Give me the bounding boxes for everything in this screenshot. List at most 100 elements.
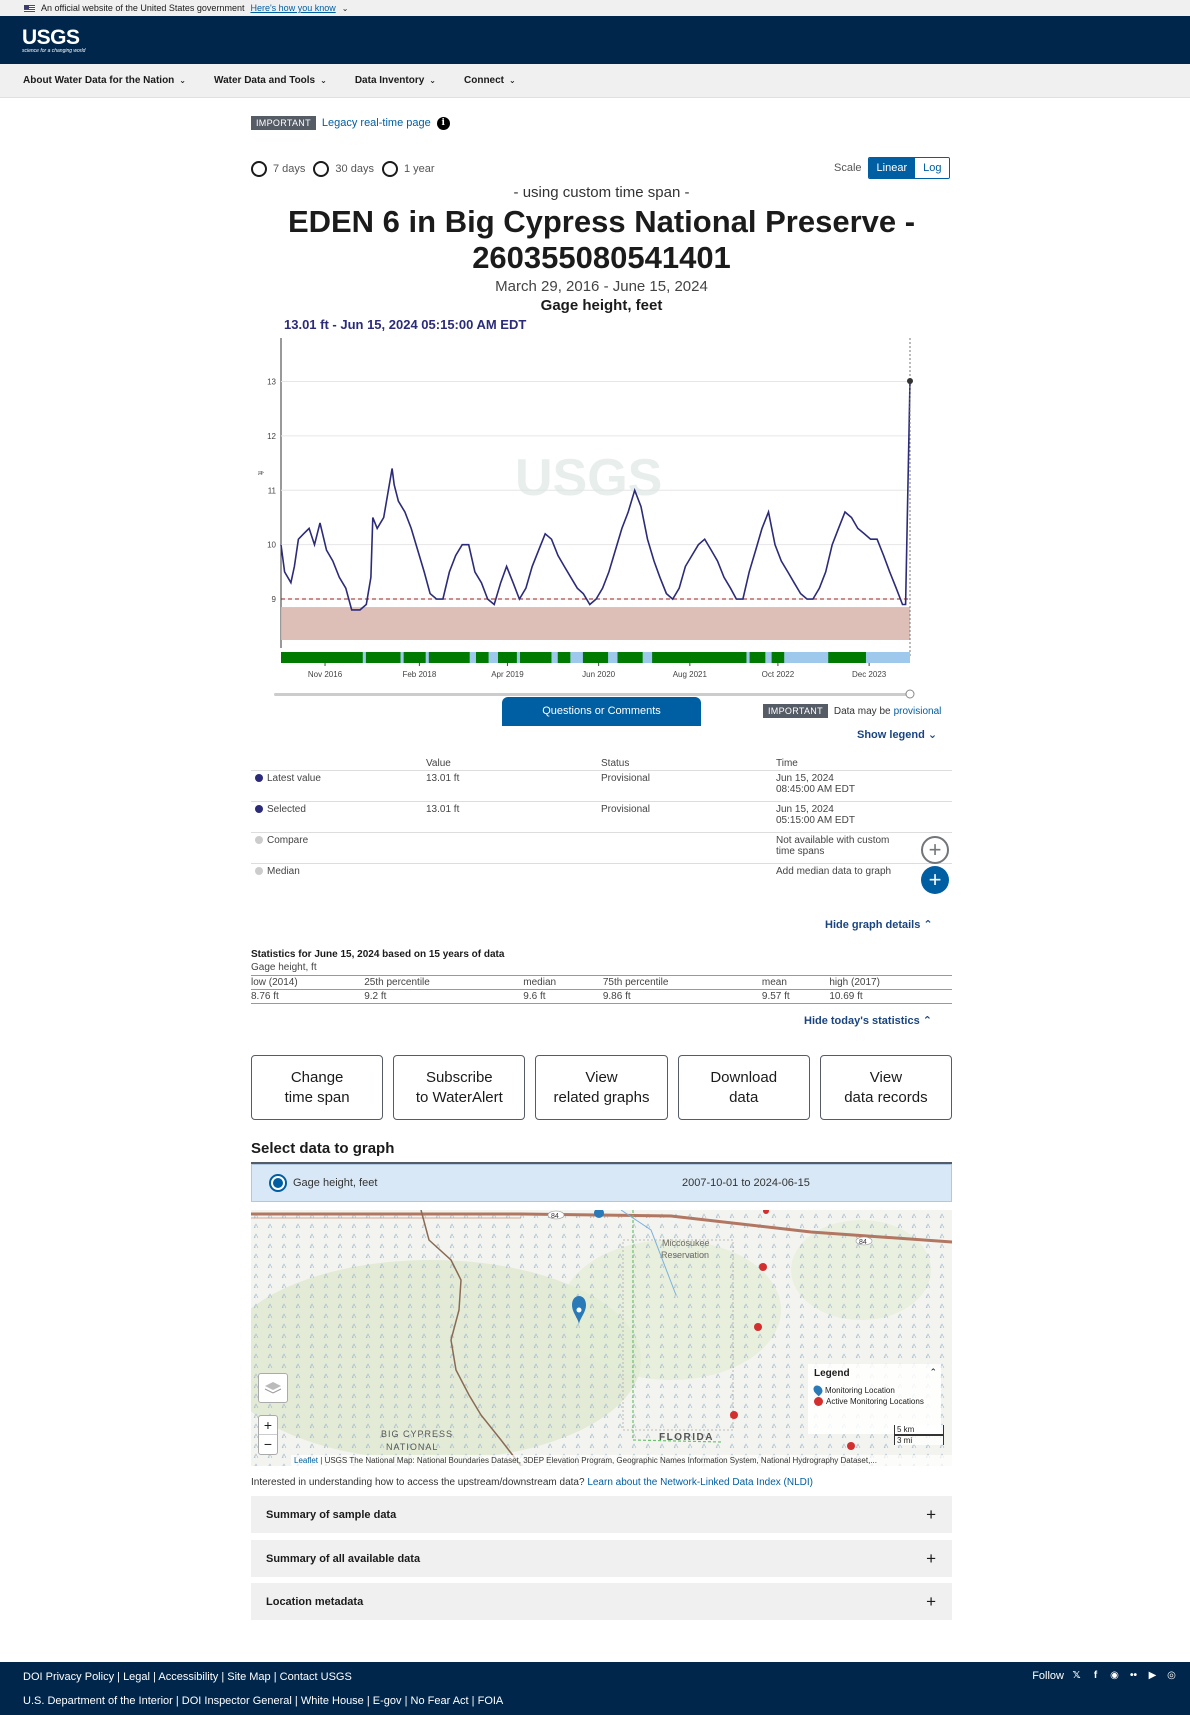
pin-icon [811, 1383, 825, 1397]
footer-link[interactable]: Accessibility [158, 1671, 219, 1683]
add-median-icon[interactable]: + [921, 866, 949, 894]
radio-circle[interactable] [313, 161, 330, 177]
view-data-records-button[interactable]: View data records [819, 1055, 953, 1120]
map-legend: Legend ⌃ Monitoring Location Active Moni… [808, 1364, 941, 1434]
footer-link[interactable]: DOI Inspector General [181, 1695, 292, 1707]
radio-circle[interactable] [251, 161, 267, 177]
show-legend-toggle[interactable]: Show legend ⌄ [857, 728, 937, 741]
approved-segment [403, 652, 426, 663]
legend-item: Monitoring Location [811, 1383, 935, 1397]
col-header-value: Value [426, 758, 451, 769]
layers-icon[interactable] [258, 1373, 288, 1403]
chevron-down-icon: ⌄ [179, 76, 186, 85]
accordion-sample-data[interactable]: Summary of sample data + [251, 1496, 952, 1533]
heres-how-you-know-link[interactable]: Here's how you know [250, 3, 336, 13]
table-row: Median Add median data to graph + [251, 863, 952, 906]
latest-value-dot [255, 774, 263, 783]
footer-link[interactable]: Contact USGS [279, 1671, 352, 1683]
stat-value: 9.57 ft [761, 989, 830, 1004]
footer-link[interactable]: E-gov [372, 1695, 402, 1707]
footer-link[interactable]: DOI Privacy Policy [23, 1671, 115, 1683]
map-label-florida: FLORIDA [659, 1432, 714, 1443]
location-map[interactable]: 84 84 Miccosukee Reservation FLORIDA BIG… [251, 1210, 952, 1466]
footer-link[interactable]: Legal [123, 1671, 150, 1683]
approved-segment [428, 652, 470, 663]
instagram-icon[interactable]: ◎ [1167, 1670, 1176, 1681]
footer-link[interactable]: No Fear Act [410, 1695, 469, 1707]
parameter-option-gage-height[interactable]: Gage height, feet 2007-10-01 to 2024-06-… [251, 1164, 952, 1202]
map-scale-bar: 5 km 3 mi [894, 1425, 944, 1445]
youtube-icon[interactable]: ▶ [1148, 1670, 1157, 1681]
row-label: Selected [267, 804, 306, 815]
monitoring-location-pin[interactable] [594, 1210, 604, 1218]
zoom-in-button[interactable]: + [259, 1416, 277, 1435]
hide-statistics-toggle[interactable]: Hide today's statistics ⌃ [804, 1014, 932, 1027]
compare-note-line2: time spans [776, 846, 825, 857]
subscribe-wateralert-button[interactable]: Subscribe to WaterAlert [393, 1055, 526, 1120]
provisional-link[interactable]: provisional [893, 705, 942, 717]
facebook-icon[interactable]: f [1093, 1670, 1098, 1681]
footer-link[interactable]: White House [300, 1695, 364, 1707]
footer-link[interactable]: U.S. Department of the Interior [23, 1695, 173, 1707]
us-flag-icon [24, 4, 35, 12]
info-icon[interactable]: i [436, 116, 450, 130]
active-location-marker[interactable] [730, 1411, 738, 1419]
graph-values-table: Value Status Time Latest value 13.01 ft … [251, 758, 952, 906]
median-note: Add median data to graph [776, 866, 892, 877]
nav-about[interactable]: About Water Data for the Nation ⌄ [23, 75, 186, 86]
download-data-button[interactable]: Download data [677, 1055, 810, 1120]
chevron-down-icon: ⌄ [320, 76, 327, 85]
provisional-text: Data may be [833, 705, 891, 717]
col-header-time: Time [776, 758, 798, 769]
y-tick-label: 11 [268, 486, 277, 495]
scale-toggle: Scale Linear Log [834, 157, 951, 179]
view-related-graphs-button[interactable]: View related graphs [535, 1055, 668, 1120]
select-data-title: Select data to graph [251, 1140, 395, 1157]
accordion-location-metadata[interactable]: Location metadata + [251, 1583, 952, 1620]
radio-circle[interactable] [381, 161, 398, 177]
map-legend-title: Legend [814, 1368, 850, 1379]
active-location-marker[interactable] [759, 1263, 767, 1271]
radio-selected[interactable] [269, 1174, 287, 1192]
map-label-preserve-2: NATIONAL [386, 1442, 438, 1452]
github-icon[interactable]: ◉ [1110, 1670, 1119, 1681]
legacy-page-link[interactable]: Legacy real-time page [321, 117, 431, 129]
radio-7-days[interactable]: 7 days [251, 161, 305, 177]
stat-value: 9.6 ft [523, 989, 603, 1004]
change-time-span-button[interactable]: Change time span [251, 1055, 384, 1120]
radio-1-year[interactable]: 1 year [381, 161, 435, 177]
nav-connect[interactable]: Connect ⌄ [464, 75, 516, 86]
active-location-marker[interactable] [763, 1210, 769, 1214]
footer-link[interactable]: FOIA [477, 1695, 504, 1707]
gage-height-line [280, 380, 911, 611]
questions-comments-button[interactable]: Questions or Comments [502, 697, 701, 726]
nav-data-inventory[interactable]: Data Inventory ⌄ [355, 75, 436, 86]
active-location-marker[interactable] [754, 1323, 762, 1331]
site-footer: DOI Privacy Policy | Legal | Accessibili… [0, 1662, 1190, 1715]
gov-banner: An official website of the United States… [0, 0, 1190, 16]
nldi-link[interactable]: Learn about the Network-Linked Data Inde… [587, 1477, 813, 1488]
accordion-available-data[interactable]: Summary of all available data + [251, 1540, 952, 1577]
y-tick-label: 13 [267, 378, 276, 387]
chevron-up-icon: ⌃ [923, 919, 933, 931]
active-location-marker[interactable] [847, 1442, 855, 1450]
stat-value: 8.76 ft [251, 989, 365, 1004]
chevron-down-icon[interactable]: ⌄ [341, 3, 349, 13]
x-icon[interactable]: 𝕏 [1072, 1670, 1081, 1681]
hide-graph-details-toggle[interactable]: Hide graph details ⌃ [825, 918, 933, 931]
nav-water-data-tools[interactable]: Water Data and Tools ⌄ [214, 75, 327, 86]
accordion-label: Summary of all available data [266, 1552, 421, 1565]
chevron-up-icon[interactable]: ⌃ [929, 1367, 937, 1377]
zoom-out-button[interactable]: − [263, 1436, 273, 1452]
hydrograph-chart[interactable]: 9 10 11 12 13 ft USGS Nov 2016 Feb 2018 Apr 2019 J… [250, 330, 930, 700]
footer-link[interactable]: Site Map [227, 1671, 271, 1683]
usgs-logo[interactable]: USGS science for a changing world [22, 27, 85, 54]
radio-30-days[interactable]: 30 days [313, 161, 374, 177]
scale-linear-button[interactable]: Linear [868, 158, 916, 178]
add-compare-icon[interactable]: + [921, 836, 949, 864]
scale-log-button[interactable]: Log [915, 158, 950, 178]
custom-span-note: - using custom time span - [513, 184, 690, 201]
flickr-icon[interactable]: •• [1129, 1670, 1137, 1681]
nldi-text: Interested in understanding how to acces… [251, 1477, 585, 1488]
leaflet-link[interactable]: Leaflet [294, 1456, 319, 1465]
